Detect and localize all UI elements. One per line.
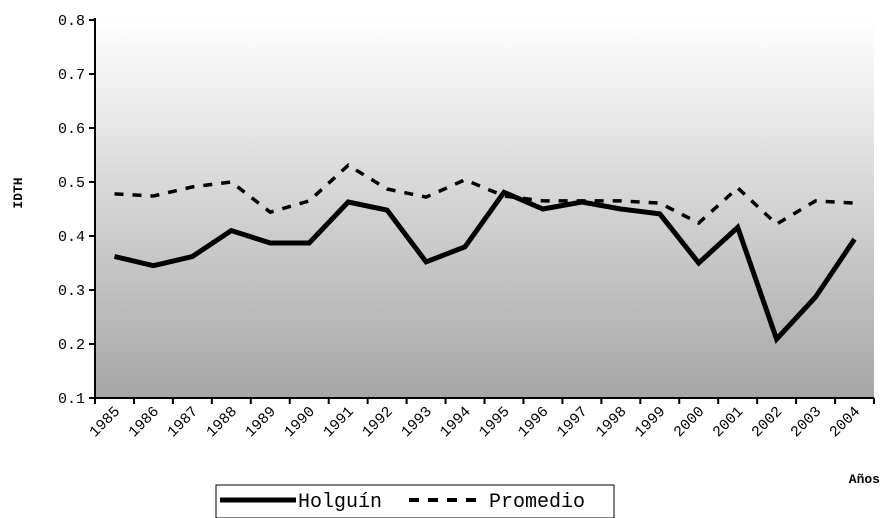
x-tick-label: 2000: [671, 404, 708, 441]
x-tick-label: 1997: [554, 404, 591, 441]
series-line-holgu-n: [113, 189, 857, 344]
x-tick-label: 2003: [788, 404, 825, 441]
y-tick-label: 0.8: [58, 13, 85, 30]
x-tick-label: 1995: [476, 404, 513, 441]
series-line-promedio: [114, 163, 855, 227]
x-tick-label: 2004: [827, 404, 864, 441]
x-tick-label: 1989: [242, 404, 279, 441]
legend-label-holguin: Holguín: [298, 491, 382, 514]
legend: Holguín Promedio: [215, 484, 615, 518]
x-tick-label: 1986: [125, 404, 162, 441]
y-tick-label: 0.4: [58, 229, 85, 246]
x-tick-label: 2001: [710, 404, 747, 441]
y-axis-title: IDTH: [11, 177, 26, 208]
x-tick-label: 1996: [515, 404, 552, 441]
plot-area: [95, 20, 874, 398]
x-tick-label: 1991: [320, 404, 357, 441]
y-tick-label: 0.1: [58, 391, 85, 408]
x-tick-label: 1985: [87, 404, 124, 441]
x-tick-label: 1993: [398, 404, 435, 441]
x-axis-title: Años: [849, 472, 880, 487]
x-tick-label: 1992: [359, 404, 396, 441]
x-tick-label: 1998: [593, 404, 630, 441]
y-tick-label: 0.5: [58, 175, 85, 192]
x-tick-label: 2002: [749, 404, 786, 441]
y-tick-label: 0.6: [58, 121, 85, 138]
x-tick-label: 1999: [632, 404, 669, 441]
x-tick-label: 1990: [281, 404, 318, 441]
legend-label-promedio: Promedio: [489, 491, 585, 514]
x-tick-label: 1988: [203, 404, 240, 441]
y-tick-label: 0.7: [58, 67, 85, 84]
y-tick-label: 0.2: [58, 337, 85, 354]
x-tick-label: 1987: [164, 404, 201, 441]
y-tick-label: 0.3: [58, 283, 85, 300]
x-tick-label: 1994: [437, 404, 474, 441]
